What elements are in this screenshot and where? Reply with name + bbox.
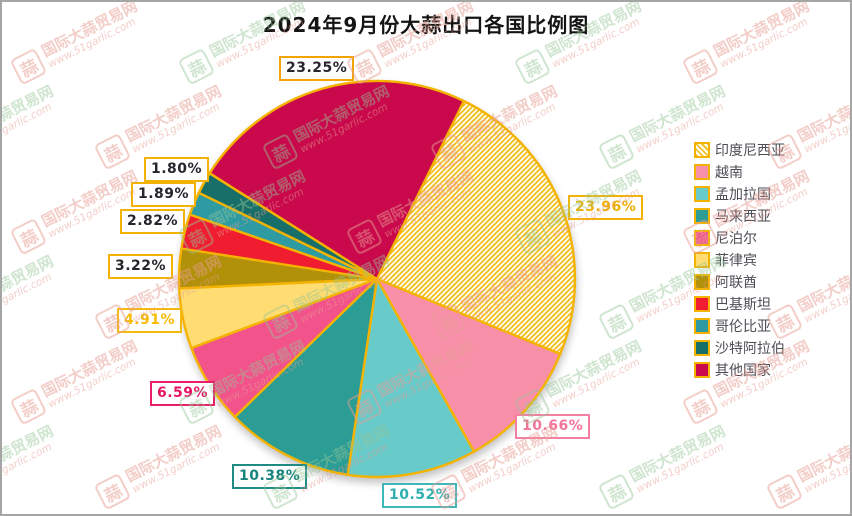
legend-label: 菲律宾 [715,253,757,269]
legend-swatch-icon [694,296,710,312]
legend-item-vietnam[interactable]: 越南 [694,161,785,183]
legend-swatch-icon [694,340,710,356]
legend-swatch-icon [694,252,710,268]
percent-label-nepal: 6.59% [150,381,216,406]
pie-slice-other-countries[interactable] [208,79,465,281]
pie-slice-vietnam[interactable] [375,277,562,453]
legend-item-indonesia[interactable]: 印度尼西亚 [694,139,785,161]
pie-slice-bangladesh[interactable] [346,277,476,479]
percent-label-bangladesh: 10.52% [382,483,458,508]
legend-swatch-icon [694,362,710,378]
legend: 印度尼西亚越南孟加拉国马来西亚尼泊尔菲律宾阿联酋巴基斯坦哥伦比亚沙特阿拉伯其他国… [694,139,785,381]
percent-label-other-countries: 23.25% [279,56,355,81]
pie-slices [177,79,577,479]
legend-swatch-icon [694,230,710,246]
legend-item-pakistan[interactable]: 巴基斯坦 [694,293,785,315]
legend-label: 孟加拉国 [715,187,771,203]
legend-swatch-icon [694,186,710,202]
chart-title: 2024年9月份大蒜出口各国比例图 [262,13,590,37]
legend-swatch-icon [694,142,710,158]
legend-label: 尼泊尔 [715,231,757,247]
legend-label: 越南 [715,165,743,181]
percent-label-vietnam: 10.66% [515,414,591,439]
legend-swatch-icon [694,164,710,180]
percent-label-colombia: 1.89% [131,182,197,207]
legend-label: 阿联酋 [715,275,757,291]
percent-label-saudi-arabia: 1.80% [144,157,210,182]
legend-item-uae[interactable]: 阿联酋 [694,271,785,293]
pie-slice-indonesia[interactable] [375,99,577,356]
legend-swatch-icon [694,318,710,334]
percent-label-philippines: 4.91% [117,308,183,333]
legend-item-colombia[interactable]: 哥伦比亚 [694,315,785,337]
percent-label-indonesia: 23.96% [568,195,644,220]
legend-item-nepal[interactable]: 尼泊尔 [694,227,785,249]
legend-label: 哥伦比亚 [715,319,771,335]
percent-label-pakistan: 2.82% [120,209,186,234]
percent-label-malaysia: 10.38% [232,464,308,489]
percent-label-uae: 3.22% [108,254,174,279]
legend-swatch-icon [694,274,710,290]
legend-label: 印度尼西亚 [715,143,785,159]
legend-item-malaysia[interactable]: 马来西亚 [694,205,785,227]
legend-label: 沙特阿拉伯 [715,341,785,357]
legend-item-other-countries[interactable]: 其他国家 [694,359,785,381]
legend-item-bangladesh[interactable]: 孟加拉国 [694,183,785,205]
legend-item-saudi-arabia[interactable]: 沙特阿拉伯 [694,337,785,359]
legend-label: 马来西亚 [715,209,771,225]
legend-label: 其他国家 [715,363,771,379]
legend-swatch-icon [694,208,710,224]
legend-label: 巴基斯坦 [715,297,771,313]
legend-item-philippines[interactable]: 菲律宾 [694,249,785,271]
pie-slice-malaysia[interactable] [233,277,379,476]
